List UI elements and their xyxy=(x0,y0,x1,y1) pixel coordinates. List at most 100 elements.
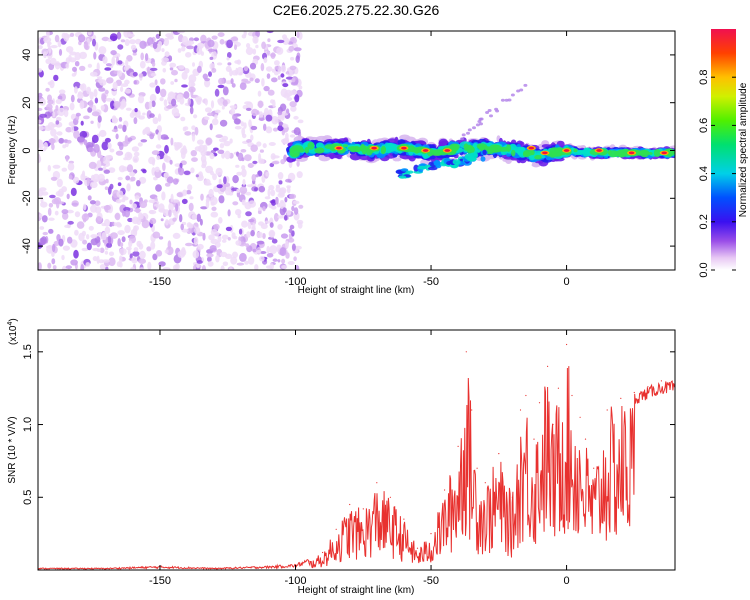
noise-blob xyxy=(276,47,284,55)
noise-blob xyxy=(267,188,271,197)
noise-blob xyxy=(61,167,68,172)
noise-blob xyxy=(155,250,163,257)
noise-blob xyxy=(98,87,106,92)
noise-blob xyxy=(74,86,78,94)
signal-blob xyxy=(534,154,542,160)
noise-blob xyxy=(160,218,164,222)
noise-blob xyxy=(200,193,204,201)
noise-blob xyxy=(69,102,75,111)
noise-blob xyxy=(120,86,124,92)
noise-blob xyxy=(161,57,169,63)
noise-blob xyxy=(157,131,162,141)
noise-blob xyxy=(265,126,273,134)
noise-blob xyxy=(245,107,252,111)
noise-blob xyxy=(222,86,229,96)
noise-blob xyxy=(232,251,238,259)
noise-blob xyxy=(277,172,284,180)
noise-blob xyxy=(194,226,201,235)
noise-blob xyxy=(260,63,265,72)
page-title: C2E6.2025.275.22.30.G26 xyxy=(272,2,440,18)
noise-blob xyxy=(67,236,73,244)
hotspot xyxy=(528,146,535,150)
y-tick-label: 1.0 xyxy=(22,417,34,432)
noise-blob xyxy=(265,171,270,177)
noise-blob xyxy=(268,142,276,146)
snr-y-label: SNR (10 * V/V) xyxy=(7,416,18,483)
noise-blob xyxy=(45,245,53,249)
noise-blob xyxy=(266,73,271,79)
signal-blob xyxy=(307,142,315,150)
noise-blob xyxy=(270,99,274,104)
noise-blob xyxy=(166,176,174,184)
noise-blob xyxy=(177,31,186,34)
noise-blob xyxy=(243,122,247,129)
noise-blob xyxy=(101,232,107,241)
noise-blob xyxy=(236,262,245,266)
hotspot xyxy=(542,151,548,155)
noise-blob xyxy=(187,184,193,191)
noise-blob xyxy=(218,217,223,224)
noise-blob xyxy=(56,116,62,122)
noise-blob xyxy=(230,36,239,42)
colorbar-gradient xyxy=(711,29,736,270)
noise-blob xyxy=(161,191,166,201)
noise-blob xyxy=(107,142,112,149)
noise-blob xyxy=(170,81,175,85)
noise-blob xyxy=(279,201,286,209)
noise-blob xyxy=(230,78,234,85)
noise-blob xyxy=(72,66,77,72)
noise-blob xyxy=(274,60,280,66)
noise-blob xyxy=(239,186,248,194)
noise-blob xyxy=(123,65,129,71)
noise-blob xyxy=(174,78,178,83)
noise-blob xyxy=(285,252,290,259)
streak-blob xyxy=(479,122,483,126)
noise-blob xyxy=(130,267,136,270)
noise-blob xyxy=(81,247,89,252)
noise-blob xyxy=(89,91,94,100)
noise-blob xyxy=(119,248,127,256)
noise-blob xyxy=(133,247,139,252)
noise-blob xyxy=(232,175,239,184)
noise-blob xyxy=(293,207,299,215)
noise-blob xyxy=(190,150,197,157)
noise-blob xyxy=(164,249,169,254)
noise-blob xyxy=(51,243,56,253)
noise-blob xyxy=(271,115,279,125)
signal-blob xyxy=(411,147,421,153)
noise-blob xyxy=(109,183,114,190)
noise-blob xyxy=(252,35,259,44)
noise-blob xyxy=(172,232,181,239)
noise-blob xyxy=(251,108,259,117)
snr-point xyxy=(322,551,324,554)
noise-blob xyxy=(39,113,48,118)
noise-blob xyxy=(240,121,245,127)
noise-blob xyxy=(236,188,240,193)
noise-blob xyxy=(177,250,186,258)
noise-blob xyxy=(273,212,279,222)
noise-blob xyxy=(93,143,100,153)
noise-blob xyxy=(209,153,215,160)
noise-blob xyxy=(269,245,278,255)
noise-blob xyxy=(234,44,237,50)
noise-blob xyxy=(245,211,252,217)
signal-blob xyxy=(434,159,439,167)
noise-blob xyxy=(179,214,183,223)
noise-blob xyxy=(150,241,156,250)
x-tick-label: -150 xyxy=(149,575,171,587)
noise-blob xyxy=(231,83,236,88)
streak-blob xyxy=(460,137,464,141)
noise-blob xyxy=(246,43,251,49)
noise-blob xyxy=(47,207,52,216)
noise-blob xyxy=(216,62,223,66)
noise-blob xyxy=(241,199,246,206)
noise-blob xyxy=(125,246,132,251)
noise-blob xyxy=(118,255,123,263)
noise-blob xyxy=(280,233,289,239)
noise-blob xyxy=(271,199,277,206)
noise-blob xyxy=(266,245,271,254)
noise-blob xyxy=(185,52,192,58)
noise-blob xyxy=(257,100,264,109)
snr-point xyxy=(484,482,486,484)
noise-blob xyxy=(62,245,70,251)
